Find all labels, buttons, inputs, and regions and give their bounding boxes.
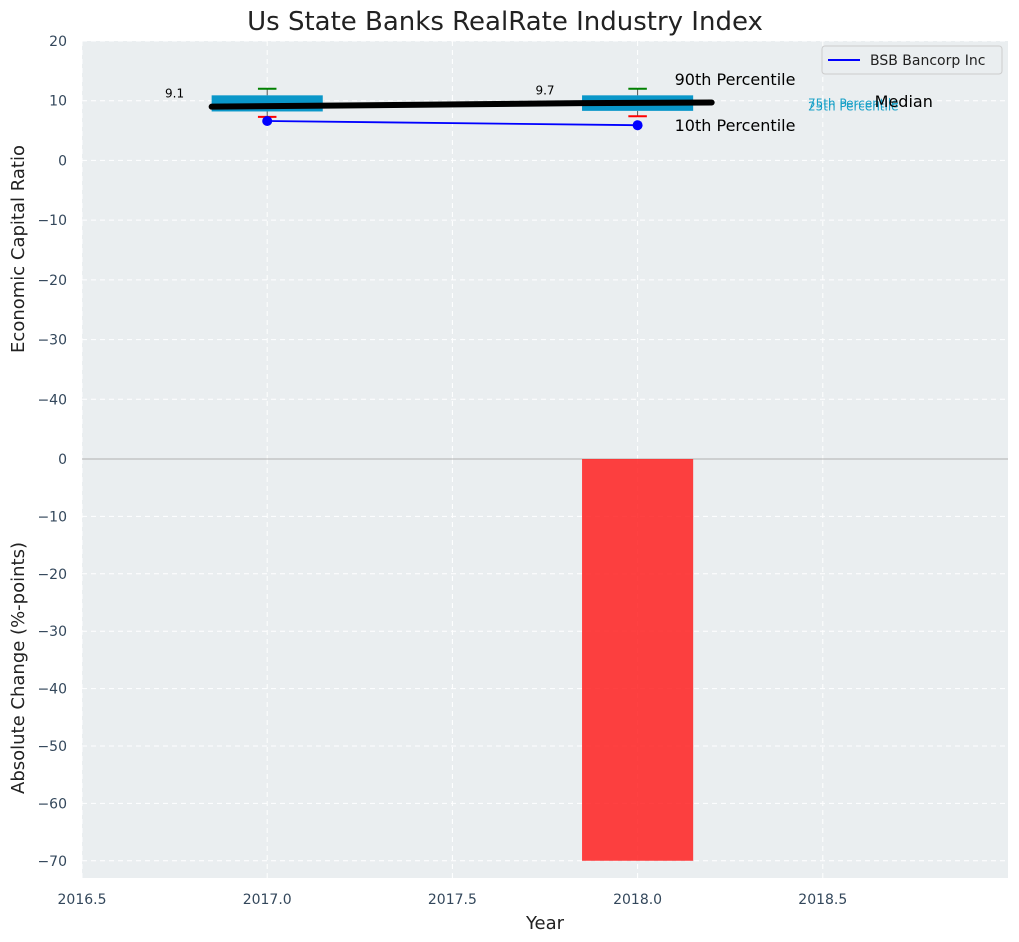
chart-title: Us State Banks RealRate Industry Index — [247, 7, 763, 37]
x-axis-label: Year — [525, 913, 565, 934]
percentile-annotation: 10th Percentile — [675, 116, 796, 135]
y-axis-label-bottom: Absolute Change (%-points) — [8, 542, 29, 794]
y-tick-label-top: 20 — [49, 34, 67, 50]
legend-box — [821, 45, 1003, 75]
y-tick-label-bottom: 0 — [58, 452, 67, 468]
x-tick-label: 2017.5 — [428, 892, 477, 908]
x-tick-label: 2017.0 — [243, 892, 292, 908]
y-tick-label-top: −30 — [37, 333, 67, 349]
top-panel: 20 10 0 −10 −20 −30 −40 9.1 9.7 90th Percentile 10… — [37, 34, 1008, 459]
legend-label: BSB Bancorp Inc — [870, 53, 985, 69]
y-tick-label-bottom: −30 — [37, 624, 67, 640]
y-tick-label-bottom: −50 — [37, 739, 67, 755]
legend: BSB Bancorp Inc — [821, 45, 1003, 75]
bottom-panel: 2016.5 2017.0 2017.5 2018.0 2018.5 0 −10 −20 −30… — [37, 452, 1008, 908]
percentile-annotation: 90th Percentile — [675, 70, 796, 89]
x-tick-label: 2018.0 — [613, 892, 662, 908]
percentile-annotation: 25th Percentile — [808, 99, 899, 113]
y-axis-label-top: Economic Capital Ratio — [8, 145, 29, 353]
y-tick-label-bottom: −60 — [37, 796, 67, 812]
y-tick-label-top: −10 — [37, 213, 67, 229]
y-tick-label-bottom: −20 — [37, 567, 67, 583]
median-value-label: 9.7 — [535, 84, 554, 98]
y-tick-label-top: −20 — [37, 273, 67, 289]
y-tick-label-bottom: −10 — [37, 509, 67, 525]
median-line — [208, 99, 715, 110]
x-tick-label: 2018.5 — [798, 892, 847, 908]
percentile-annotation: Median — [875, 92, 933, 111]
series-point — [632, 120, 643, 131]
bottom-panel-background — [82, 459, 1008, 878]
y-tick-label-bottom: −40 — [37, 682, 67, 698]
median-value-label: 9.1 — [165, 87, 184, 101]
x-tick-label: 2016.5 — [58, 892, 107, 908]
y-tick-label-top: 10 — [49, 94, 67, 110]
series-point — [262, 116, 273, 127]
percentile-annotation: 75th Percentile — [808, 97, 899, 111]
y-tick-label-bottom: −70 — [37, 854, 67, 870]
change-bar — [582, 459, 694, 861]
y-tick-label-top: −40 — [37, 392, 67, 408]
series-line — [267, 120, 638, 127]
y-tick-label-top: 0 — [58, 153, 67, 169]
